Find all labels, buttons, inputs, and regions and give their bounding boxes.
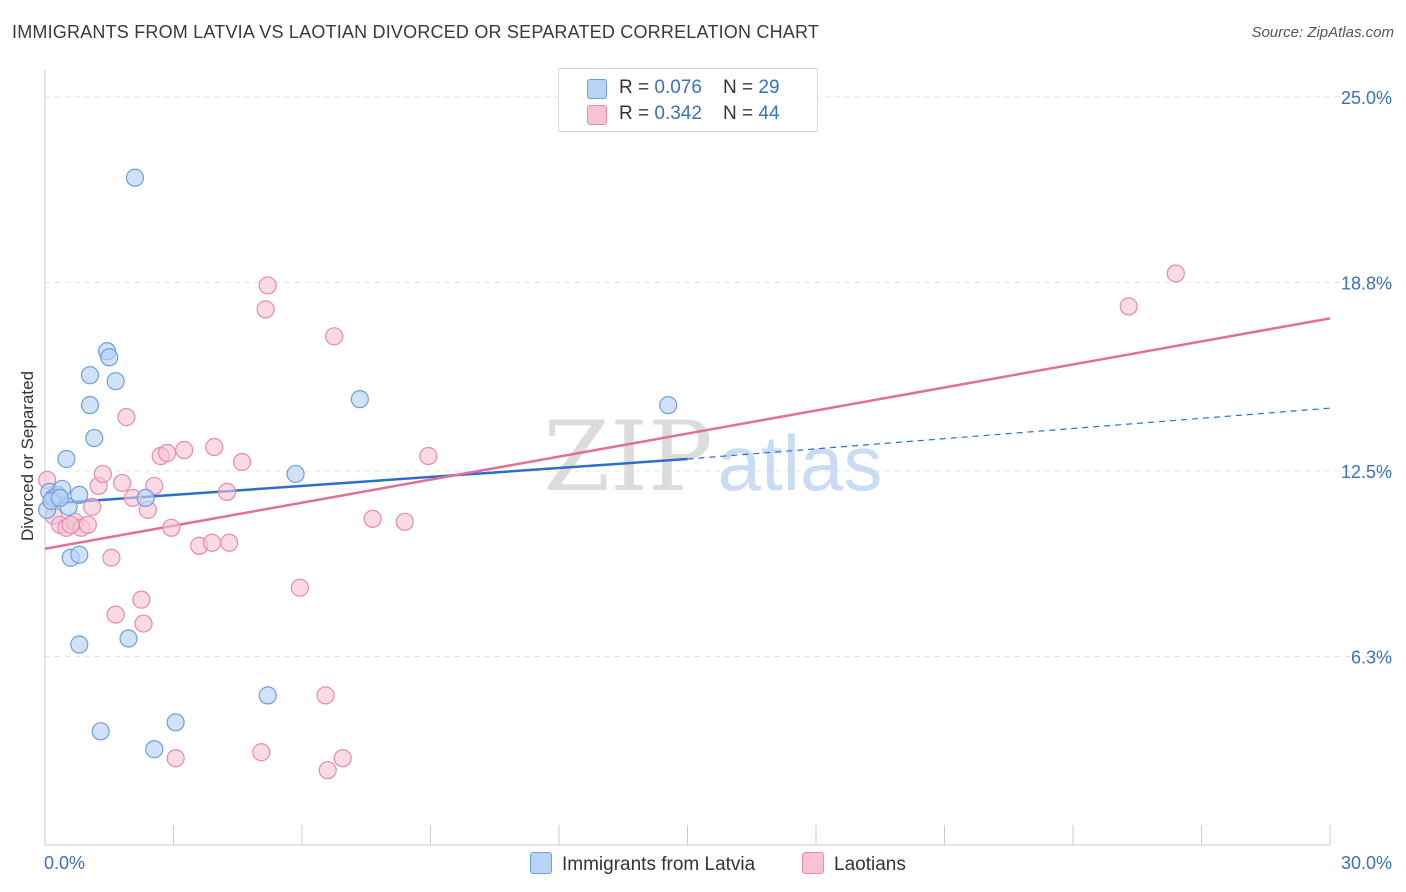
- series-latvia: [38, 168, 678, 759]
- data-point-laotians: [258, 276, 277, 295]
- data-point-laotians: [61, 515, 80, 534]
- data-point-latvia: [70, 545, 89, 564]
- trend-line-laotians: [44, 317, 1331, 550]
- data-point-latvia: [136, 488, 155, 507]
- data-point-latvia: [119, 629, 138, 648]
- data-point-laotians: [318, 761, 337, 780]
- legend-text-laotians: R = 0.342 N = 44: [619, 103, 780, 125]
- x-tick-label: 30.0%: [1341, 853, 1392, 873]
- trend-line-laotians-solid: [44, 317, 1331, 550]
- legend-text-latvia: R = 0.076 N = 29: [619, 77, 780, 99]
- data-point-latvia: [70, 485, 89, 505]
- data-point-laotians: [175, 440, 194, 460]
- data-point-laotians: [419, 446, 438, 466]
- data-point-latvia: [80, 366, 100, 385]
- data-point-laotians: [395, 512, 414, 531]
- bottom-legend-swatch-latvia: [530, 852, 552, 874]
- data-point-latvia: [50, 488, 70, 507]
- bottom-legend-label-laotians: Laotians: [834, 854, 906, 875]
- data-point-laotians: [112, 473, 132, 493]
- data-point-laotians: [157, 443, 177, 463]
- data-point-latvia: [659, 396, 678, 415]
- x-tick-label: 0.0%: [44, 853, 85, 873]
- legend-r-value-laotians: 0.342: [654, 103, 702, 124]
- data-point-laotians: [256, 300, 275, 319]
- legend-swatch-laotians: [587, 105, 607, 125]
- data-point-laotians: [117, 408, 136, 427]
- y-tick-label: 12.5%: [1341, 462, 1392, 482]
- data-point-laotians: [93, 464, 112, 484]
- data-point-latvia: [91, 722, 110, 741]
- data-point-latvia: [80, 396, 100, 415]
- chart-title: IMMIGRANTS FROM LATVIA VS LAOTIAN DIVORC…: [12, 22, 820, 42]
- source-credit: Source: ZipAtlas.com: [1251, 24, 1394, 41]
- legend-r-label-laotians: R =: [619, 103, 655, 124]
- data-point-laotians: [220, 533, 239, 552]
- data-point-laotians: [363, 509, 382, 528]
- data-point-laotians: [325, 327, 344, 346]
- legend-swatch-latvia: [587, 79, 607, 99]
- data-point-latvia: [166, 713, 185, 732]
- data-point-latvia: [286, 464, 305, 484]
- data-point-latvia: [70, 635, 89, 654]
- data-point-latvia: [145, 740, 164, 759]
- tick-labels: 6.3% 12.5% 18.8% 25.0% 0.0% 30.0%: [44, 88, 1392, 873]
- data-point-laotians: [1166, 264, 1185, 283]
- data-point-latvia: [258, 686, 277, 705]
- bottom-legend-label-latvia: Immigrants from Latvia: [562, 854, 756, 875]
- data-point-laotians: [290, 578, 309, 597]
- data-point-laotians: [252, 743, 271, 762]
- data-point-laotians: [333, 749, 352, 768]
- series-laotians: [38, 264, 1185, 780]
- y-tick-label: 6.3%: [1351, 647, 1392, 667]
- data-point-laotians: [134, 614, 153, 633]
- watermark: ZIP atlas: [543, 401, 882, 513]
- legend-n-label-laotians: N =: [723, 103, 759, 124]
- data-point-laotians: [166, 749, 185, 768]
- data-point-laotians: [232, 452, 252, 472]
- data-point-latvia: [125, 168, 145, 187]
- data-point-laotians: [217, 482, 237, 502]
- legend-n-label-latvia: N =: [723, 77, 759, 98]
- legend-r-value-latvia: 0.076: [654, 77, 702, 98]
- trend-line-latvia-dashed: [687, 407, 1331, 460]
- data-point-laotians: [83, 497, 102, 516]
- legend-n-value-latvia: 29: [758, 77, 780, 98]
- bottom-legend-latvia: Immigrants from Latvia: [530, 852, 755, 876]
- data-point-laotians: [205, 437, 224, 457]
- data-point-latvia: [106, 372, 125, 391]
- watermark-zip: ZIP: [543, 401, 712, 513]
- data-point-latvia: [100, 348, 119, 367]
- data-point-laotians: [202, 533, 222, 552]
- legend-r-label-latvia: R =: [619, 77, 655, 98]
- data-point-laotians: [1119, 297, 1138, 316]
- data-point-latvia: [57, 449, 76, 469]
- data-point-laotians: [106, 605, 125, 624]
- data-point-laotians: [102, 548, 121, 567]
- data-point-laotians: [78, 515, 97, 534]
- gridlines: [45, 96, 1392, 657]
- legend-n-value-laotians: 44: [758, 103, 780, 124]
- data-point-latvia: [350, 390, 369, 409]
- watermark-atlas: atlas: [718, 419, 883, 507]
- y-tick-label: 25.0%: [1341, 88, 1392, 108]
- data-point-latvia: [85, 428, 104, 448]
- data-point-laotians: [132, 590, 151, 609]
- stats-legend: R = 0.076 N = 29 R = 0.342 N = 44: [558, 68, 818, 132]
- bottom-legend-swatch-laotians: [802, 852, 824, 874]
- data-point-laotians: [316, 686, 335, 705]
- y-tick-label: 18.8%: [1341, 273, 1392, 293]
- bottom-legend-laotians: Laotians: [802, 852, 906, 876]
- y-axis-label: Divorced or Separated: [18, 370, 37, 542]
- data-point-laotians: [162, 518, 181, 537]
- axes: [44, 70, 1331, 846]
